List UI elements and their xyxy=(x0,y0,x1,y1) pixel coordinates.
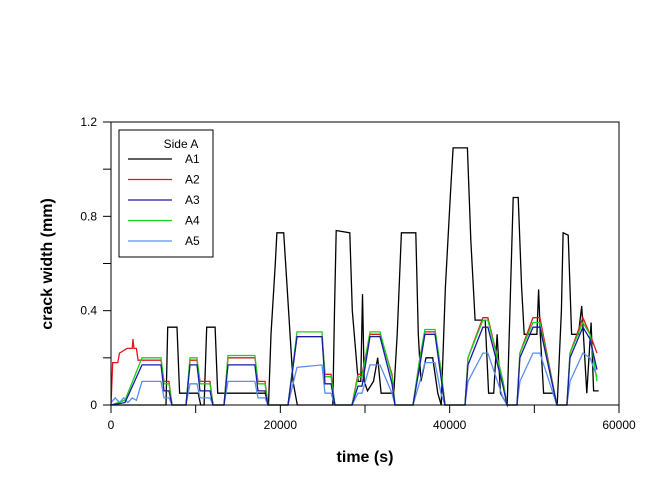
x-tick-label: 40000 xyxy=(433,418,467,432)
legend-box xyxy=(118,129,214,258)
legend: Side A A1 A2 A3 A4 A5 xyxy=(118,129,214,258)
legend-label-a4: A4 xyxy=(185,214,200,228)
y-tick-label: 0.8 xyxy=(80,209,97,223)
legend-label-a2: A2 xyxy=(185,173,200,187)
legend-label-a1: A1 xyxy=(185,152,200,166)
y-tick-label: 0 xyxy=(90,398,97,412)
series-line-a3 xyxy=(110,325,598,406)
legend-title: Side A xyxy=(164,137,199,151)
x-tick-label: 0 xyxy=(108,418,115,432)
legend-items: A1 A2 A3 A4 A5 xyxy=(128,152,200,248)
legend-label-a5: A5 xyxy=(185,234,200,248)
y-axis-title: crack width (mm) xyxy=(39,198,56,330)
x-tick-label: 20000 xyxy=(264,418,298,432)
y-tick-label: 0.4 xyxy=(80,304,97,318)
x-tick-label: 60000 xyxy=(602,418,636,432)
series-line-a1 xyxy=(111,147,599,408)
x-axis-title: time (s) xyxy=(337,449,394,466)
axes-layer: 0 20000 40000 60000 0 0.4 0.8 1.2 xyxy=(80,115,636,432)
legend-label-a3: A3 xyxy=(185,193,200,207)
series-layer xyxy=(110,147,599,408)
y-tick-label: 1.2 xyxy=(80,115,97,129)
